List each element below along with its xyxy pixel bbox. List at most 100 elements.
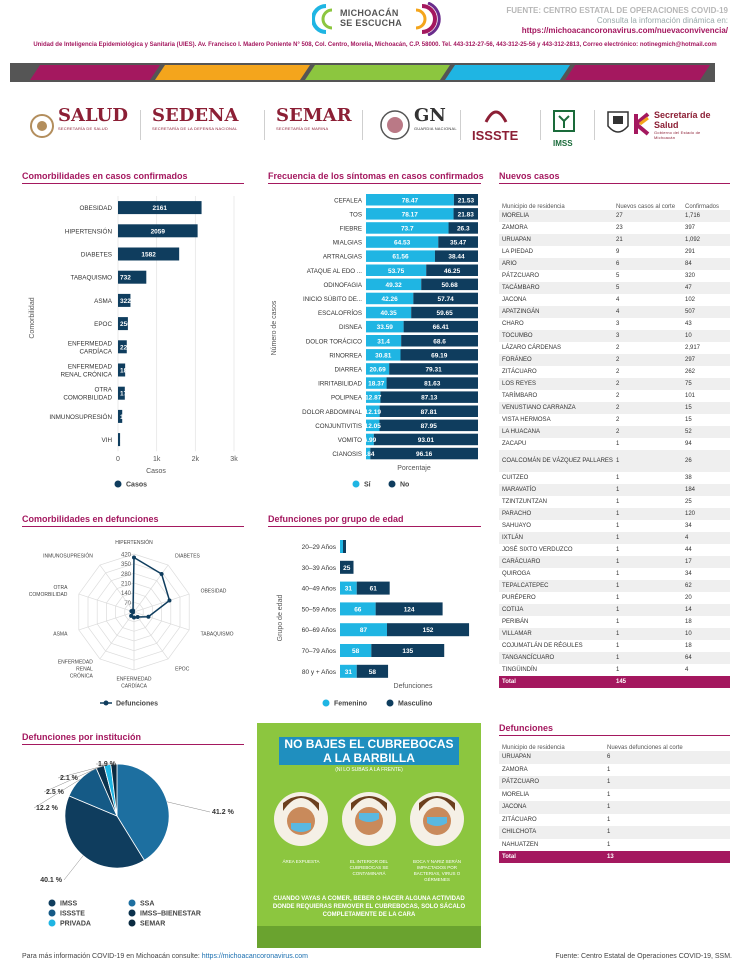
bar xyxy=(118,270,147,284)
deaths-table: Municipio de residencia Nuevas defuncion… xyxy=(499,739,730,863)
category-label: ENFERMEDAD xyxy=(68,340,113,347)
face-icon xyxy=(274,792,328,846)
total-row: Total 145 xyxy=(499,676,730,688)
pie-leader-line xyxy=(63,855,84,881)
confirmados-cell: 26 xyxy=(685,458,692,464)
nuevos-cell: 1 xyxy=(616,523,620,529)
data-label: 176 xyxy=(120,391,131,398)
bar-si xyxy=(366,419,380,432)
confirmados-cell: 75 xyxy=(685,381,692,387)
table-row: TOCUMBO 3 10 xyxy=(499,330,730,342)
symptoms-title: Frecuencia de los síntomas en casos conf… xyxy=(268,171,484,181)
section-rule xyxy=(268,183,481,184)
table-row: ZITÁCUARO 1 xyxy=(499,814,730,827)
logo-line1: MICHOACÁN xyxy=(340,8,399,18)
radar-spoke xyxy=(78,593,135,613)
data-label-si: 12.05 xyxy=(365,423,382,430)
table-row: IXTLÁN 1 4 xyxy=(499,532,730,544)
x-axis-title: Porcentaje xyxy=(397,465,431,472)
legend-label: IMSS xyxy=(60,901,77,908)
data-label: 227 xyxy=(120,344,131,351)
radar-point xyxy=(132,555,136,560)
municipio-cell: MORELIA xyxy=(502,791,530,798)
radar-spoke xyxy=(99,564,135,613)
r-tick-label: 350 xyxy=(121,562,132,568)
bar-femenino xyxy=(340,602,376,616)
face-icon xyxy=(410,792,464,846)
footer-link[interactable]: https://michoacancoronavirus.com xyxy=(201,953,308,960)
table-row: TINGÜINDÍN 1 4 xyxy=(499,664,730,676)
radar-category-label: COMORBILIDAD xyxy=(29,592,68,598)
municipio-cell: COJUMATLÁN DE RÉGULES xyxy=(502,643,583,649)
semar-logo: SEMAR SECRETARÍA DE MARINA xyxy=(276,106,352,132)
r-tick-label: 420 xyxy=(121,553,132,559)
imss-emblem-icon xyxy=(553,110,575,132)
bar-si xyxy=(366,292,414,305)
data-label-no: 69.19 xyxy=(431,352,448,359)
category-label: 80 y + Años xyxy=(302,669,337,676)
bar-no xyxy=(379,405,478,417)
table-row: FORÁNEO 2 297 xyxy=(499,354,730,366)
bar-no xyxy=(411,306,478,319)
bar-si xyxy=(366,320,404,333)
nuevos-cell: 5 xyxy=(616,273,620,279)
legend-label-m: Masculino xyxy=(398,701,432,708)
bar-si xyxy=(366,391,381,403)
category-label: DOLOR TORÁCICO xyxy=(306,338,362,345)
table-row: ZACAPU 1 94 xyxy=(499,438,730,450)
caption-3: BOCA Y NARIZ SERÁN IMPACTADOS POR BACTER… xyxy=(412,859,462,882)
comorbidities-chart: 0 1k 2k 3k Casos Comorbilidad OBESIDAD 2161 HIPE… xyxy=(29,196,238,489)
institution-logos: SALUD SECRETARÍA DE SALUD SEDENA SECRETARÍ… xyxy=(0,100,750,158)
municipio-cell: VENUSTIANO CARRANZA xyxy=(502,405,576,411)
table-row: TZINTZUNTZAN 1 25 xyxy=(499,496,730,508)
deaths-age-chart: Grupo de edad 20–29 Años 30–39 Años 25 40–49… xyxy=(277,540,470,708)
table-row: ZAMORA 1 xyxy=(499,764,730,777)
address-text: Unidad de Inteligencia Epidemiológica y … xyxy=(33,42,717,48)
municipio-cell: PERIBÁN xyxy=(502,619,529,625)
municipio-cell: TINGÜINDÍN xyxy=(502,667,537,673)
data-label-no: 87.81 xyxy=(421,409,438,416)
r-tick-label: 140 xyxy=(121,591,132,597)
confirmados-cell: 25 xyxy=(685,499,692,505)
data-label-m: 58 xyxy=(369,669,377,676)
data-label: 54 xyxy=(120,437,128,444)
bar-masculino xyxy=(375,602,443,616)
municipio-cell: SAHUAYO xyxy=(502,523,531,529)
data-label-si: 3.84 xyxy=(362,451,375,458)
nuevos-cell: 1 xyxy=(616,571,620,577)
section-rule xyxy=(499,735,730,736)
section-rule xyxy=(499,183,730,184)
data-label-no: 87.13 xyxy=(421,395,438,402)
confirmados-cell: 10 xyxy=(685,631,692,637)
data-label-si: 78.17 xyxy=(402,211,419,218)
data-label-no: 35.47 xyxy=(450,240,467,247)
category-label: VOMITO xyxy=(338,437,362,444)
nuevos-cell: 1 xyxy=(616,499,620,505)
pie-data-label: 41.2 % xyxy=(212,809,235,816)
table-row: ZAMORA 23 397 xyxy=(499,222,730,234)
deaths-comorb-title: Comorbilidades en defunciones xyxy=(22,514,159,524)
municipio-cell: PÁTZCUARO xyxy=(502,273,540,279)
table-row: TEPALCATEPEC 1 62 xyxy=(499,580,730,592)
data-label-si: 73.7 xyxy=(401,225,414,232)
table-row: JACONA 1 xyxy=(499,801,730,814)
title-band xyxy=(279,751,459,765)
salud-name: SALUD xyxy=(58,105,128,126)
source-link[interactable]: https://michoacancoronavirus.com/nuevaco… xyxy=(521,26,728,35)
table-row: CHARO 3 43 xyxy=(499,318,730,330)
confirmados-cell: 297 xyxy=(685,357,696,363)
bar-masculino xyxy=(340,560,354,574)
category-label: CIANOSIS xyxy=(332,451,362,458)
table-row: PÁTZCUARO 1 xyxy=(499,776,730,789)
source-block: FUENTE: CENTRO ESTATAL DE OPERACIONES CO… xyxy=(506,6,728,36)
bar-no xyxy=(389,363,478,375)
sedena-logo: SEDENA SECRETARÍA DE LA DEFENSA NACIONAL xyxy=(152,106,238,132)
defunciones-cell: 1 xyxy=(607,841,611,848)
municipio-cell: NAHUATZEN xyxy=(502,841,539,848)
confirmados-cell: 507 xyxy=(685,309,696,315)
municipio-cell: PÁTZCUARO xyxy=(502,779,540,786)
legend-dot xyxy=(128,899,136,907)
confirmados-cell: 94 xyxy=(685,441,692,447)
pie-leader-line xyxy=(166,801,211,813)
confirmados-cell: 262 xyxy=(685,369,696,375)
